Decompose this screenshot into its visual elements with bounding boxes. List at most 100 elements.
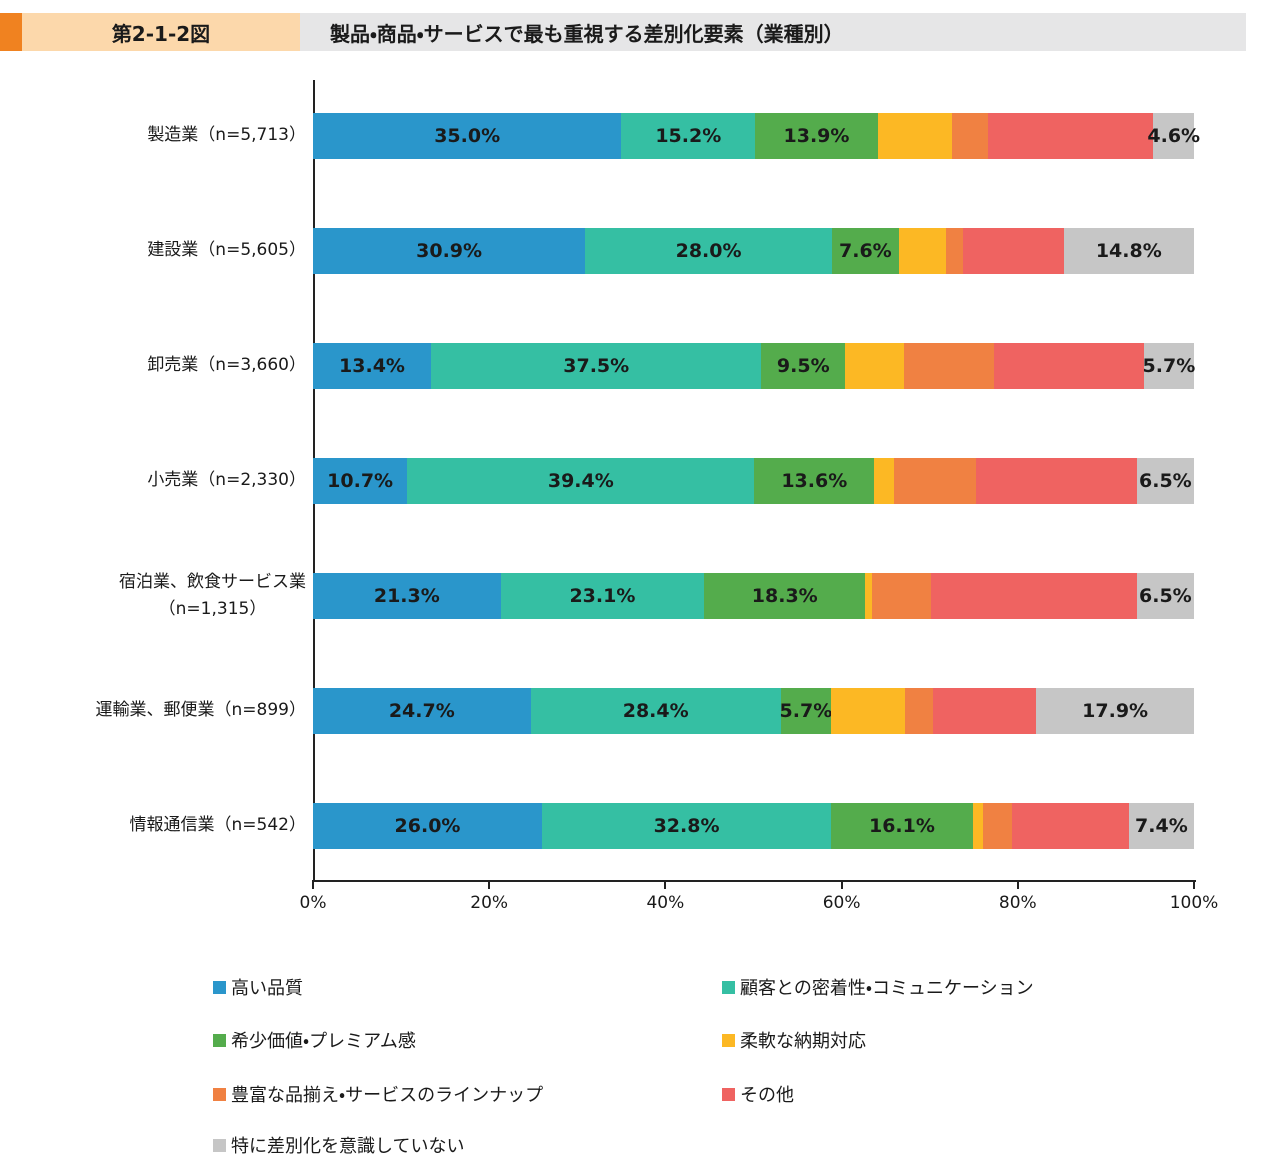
figure-number-tag: 第2-1-2図 (22, 13, 300, 51)
bar-segment (530, 688, 781, 734)
legend-swatch-icon (722, 1087, 735, 1101)
x-axis-tick (312, 880, 314, 889)
bar-segment (987, 113, 1154, 159)
segment-value-label: 18.3% (751, 585, 818, 607)
bar-segment (994, 343, 1144, 389)
segment-value-label: 7.4% (1135, 815, 1188, 837)
category-label-text: 宿泊業、飲食サービス業 （n=1,315） (119, 571, 306, 619)
bar-segment (865, 573, 873, 619)
x-axis-tick-label: 40% (646, 893, 685, 913)
x-axis-line (313, 880, 1196, 882)
x-axis-tick-label: 0% (299, 893, 327, 913)
x-axis-tick-label: 100% (1169, 893, 1219, 913)
x-axis-tick (1193, 880, 1195, 889)
category-label: 運輸業、郵便業（n=899） (0, 682, 306, 740)
legend-label: 高い品質 (231, 978, 303, 999)
category-label: 宿泊業、飲食サービス業 （n=1,315） (0, 567, 306, 625)
segment-value-label: 23.1% (569, 585, 636, 607)
plot-area: 35.0% 15.2% 13.9% 4.6% 30.9% 28.0% 7.6% 14.8% 13… (313, 80, 1200, 880)
bar-segment (831, 688, 906, 734)
category-label-text: 小売業（n=2,330） (147, 470, 306, 491)
segment-value-label: 35.0% (434, 125, 501, 147)
bar-segment (313, 573, 501, 619)
bar-segment (621, 113, 756, 159)
segment-value-label: 5.7% (779, 700, 833, 722)
legend-item: 希少価値・プレミアム感 (213, 1026, 416, 1054)
segment-value-label: 7.6% (839, 240, 892, 262)
bar-segment (704, 573, 866, 619)
x-axis-tick-label: 80% (998, 893, 1037, 913)
bar-segment (407, 458, 755, 504)
bar-segment (945, 228, 964, 274)
bar-segment (542, 803, 831, 849)
segment-value-label: 37.5% (563, 355, 630, 377)
bar-segment (1136, 573, 1194, 619)
bar-segment (904, 343, 994, 389)
bar-segment (761, 343, 846, 389)
category-label-text: 卸売業（n=3,660） (147, 355, 306, 376)
bar-segment (313, 688, 531, 734)
bar-row: 35.0% 15.2% 13.9% 4.6% (313, 113, 1200, 159)
legend-item: 顧客との密着性・コミュニケーション (722, 973, 1034, 1001)
category-label: 卸売業（n=3,660） (0, 337, 306, 395)
bar-segment (872, 573, 932, 619)
bar-segment (972, 803, 984, 849)
category-label: 建設業（n=5,605） (0, 222, 306, 280)
bar-segment (500, 573, 705, 619)
header-accent-bar (0, 13, 22, 51)
bar-row: 10.7% 39.4% 13.6% 6.5% (313, 458, 1194, 504)
segment-value-label: 13.4% (339, 355, 405, 377)
segment-value-label: 10.7% (327, 470, 394, 492)
figure-header: 第2-1-2図 製品・商品・サービスで最も重視する差別化要素（業種別） (0, 13, 1246, 51)
x-axis-tick-label: 60% (822, 893, 861, 913)
bar-segment (313, 113, 622, 159)
bar-segment (893, 458, 976, 504)
segment-value-label: 6.5% (1139, 585, 1192, 607)
legend-swatch-icon (213, 1033, 226, 1047)
bar-segment (831, 228, 899, 274)
bar-segment (877, 113, 952, 159)
bar-segment (1063, 228, 1194, 274)
bar-segment (585, 228, 832, 274)
segment-value-label: 16.1% (868, 815, 935, 837)
bar-segment (963, 228, 1064, 274)
legend-swatch-icon (213, 1087, 226, 1101)
bar-segment (780, 688, 831, 734)
legend-item: 豊富な品揃え・サービスのラインナップ (213, 1080, 543, 1108)
bar-row: 13.4% 37.5% 9.5% 5.7% (313, 343, 1196, 389)
legend-label: 柔軟な納期対応 (740, 1031, 866, 1052)
legend-label: 特に差別化を意識していない (231, 1136, 465, 1156)
bar-segment (1036, 688, 1194, 734)
bar-segment (905, 688, 934, 734)
category-label: 小売業（n=2,330） (0, 452, 306, 510)
bar-segment (931, 573, 1137, 619)
category-label-text: 情報通信業（n=542） (129, 815, 306, 836)
bar-segment (933, 688, 1037, 734)
bar-segment (951, 113, 988, 159)
x-axis-tick (840, 880, 843, 889)
bar-segment (754, 458, 875, 504)
bar-segment (1128, 803, 1194, 849)
bar-segment (755, 113, 878, 159)
segment-value-label: 26.0% (394, 815, 461, 837)
segment-value-label: 5.7% (1142, 355, 1196, 377)
bar-segment (898, 228, 946, 274)
x-axis-tick (1016, 880, 1019, 889)
bar-row: 21.3% 23.1% 18.3% 6.5% (313, 573, 1194, 619)
legend-label: 顧客との密着性・コミュニケーション (740, 978, 1034, 999)
bar-segment (1011, 803, 1129, 849)
bar-segment (313, 803, 543, 849)
segment-value-label: 6.5% (1139, 470, 1192, 492)
bar-segment (845, 343, 905, 389)
legend-swatch-icon (722, 980, 735, 994)
figure-title: 製品・商品・サービスで最も重視する差別化要素（業種別） (300, 13, 1246, 51)
legend-item: 柔軟な納期対応 (722, 1026, 866, 1054)
category-label-text: 建設業（n=5,605） (147, 240, 306, 261)
segment-value-label: 24.7% (388, 700, 455, 722)
bar-segment (313, 228, 586, 274)
category-label: 製造業（n=5,713） (0, 107, 306, 165)
legend-swatch-icon (213, 980, 226, 994)
bar-segment (431, 343, 762, 389)
segment-value-label: 21.3% (373, 585, 440, 607)
